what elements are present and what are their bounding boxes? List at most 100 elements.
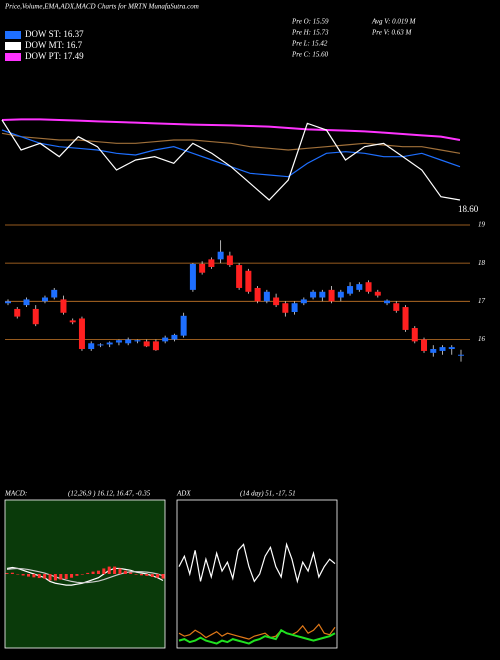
candle-body [347, 286, 354, 294]
series-line [1, 118, 461, 141]
candle-body [106, 342, 113, 345]
histogram-bar [21, 574, 25, 576]
histogram-bar [37, 574, 41, 579]
legend-swatch [5, 42, 21, 50]
info-text: Pre O: 15.59 [291, 18, 329, 26]
histogram-bar [134, 574, 138, 575]
candle-body [365, 282, 372, 292]
histogram-bar [5, 573, 9, 574]
candle-body [384, 300, 391, 304]
histogram-bar [10, 572, 14, 574]
candle-body [199, 263, 206, 273]
y-tick-label: 17 [478, 297, 486, 305]
candle-body [152, 341, 159, 351]
histogram-bar [32, 574, 36, 578]
histogram-bar [80, 574, 84, 575]
histogram-bar [107, 566, 111, 574]
candle-body [14, 308, 21, 317]
legend-swatch [5, 31, 21, 39]
candle-body [162, 337, 169, 342]
legend-swatch [5, 53, 21, 61]
legend-label: DOW PT: 17.49 [25, 51, 84, 61]
candle-body [458, 354, 464, 356]
page-title: Price,Volume,EMA,ADX,MACD Charts for MRT… [4, 3, 199, 11]
panel-subtitle: (14 day) 51, -17, 51 [240, 490, 296, 498]
histogram-bar [129, 572, 133, 574]
histogram-bar [150, 574, 154, 577]
candle-body [310, 291, 317, 298]
series-line [178, 628, 336, 645]
candle-body [189, 263, 196, 290]
y-tick-label: 19 [478, 221, 486, 229]
histogram-bar [75, 574, 79, 576]
candle-body [254, 287, 261, 302]
histogram-bar [86, 572, 90, 574]
histogram-bar [64, 574, 68, 579]
histogram-bar [43, 574, 47, 579]
candle-body [134, 340, 141, 342]
histogram-bar [16, 574, 20, 575]
candle-body [69, 320, 76, 323]
candle-body [273, 297, 280, 306]
panel-subtitle: (12,26,9 ) 16.12, 16.47, -0.35 [68, 490, 151, 498]
candle-body [97, 344, 104, 346]
series-line [1, 132, 461, 154]
histogram-bar [161, 574, 165, 579]
panel-bg [176, 499, 338, 649]
candle-body [402, 307, 409, 330]
candle-body [337, 291, 344, 298]
histogram-bar [70, 574, 74, 578]
candle-body [217, 251, 224, 260]
candle-body [245, 270, 252, 292]
candle-body [208, 259, 215, 267]
histogram-bar [59, 574, 63, 580]
candle-body [125, 339, 132, 344]
candle-body [143, 341, 150, 347]
series-line [1, 119, 461, 201]
candle-body [78, 318, 85, 350]
candle-body [319, 291, 326, 298]
info-text: Pre H: 15.73 [291, 29, 329, 37]
candle-body [263, 291, 270, 302]
candle-body [430, 349, 437, 353]
y-tick-label: 16 [478, 335, 486, 343]
candle-body [356, 284, 363, 290]
histogram-bar [96, 570, 100, 574]
candle-body [5, 301, 11, 304]
candle-body [32, 308, 39, 325]
candle-body [439, 347, 446, 351]
candle-body [41, 297, 48, 302]
histogram-bar [102, 568, 106, 574]
candle-body [236, 265, 243, 288]
histogram-bar [27, 574, 31, 577]
candle-body [180, 315, 187, 336]
candle-body [328, 289, 335, 302]
panel-title: ADX [176, 490, 191, 498]
info-text: Avg V: 0.019 M [371, 18, 417, 26]
info-text: Pre V: 0.63 M [371, 29, 412, 37]
panel-bg [4, 499, 166, 649]
histogram-bar [123, 570, 127, 574]
histogram-bar [53, 574, 57, 581]
candle-body [88, 343, 95, 350]
candle-body [226, 255, 233, 266]
legend-label: DOW ST: 16.37 [25, 29, 84, 39]
series-line [6, 567, 164, 584]
candle-body [393, 303, 400, 311]
candle-body [448, 347, 455, 350]
price-annotation: 18.60 [458, 204, 479, 214]
histogram-bar [139, 574, 143, 576]
candle-body [171, 334, 178, 340]
candle-body [300, 299, 307, 304]
candle-body [60, 299, 67, 313]
y-tick-label: 18 [478, 259, 486, 267]
series-line [178, 542, 336, 584]
histogram-bar [156, 574, 160, 578]
candle-body [115, 340, 122, 343]
series-line [1, 129, 461, 178]
info-text: Pre C: 15.60 [291, 51, 329, 59]
candle-body [374, 291, 381, 296]
candle-body [51, 289, 58, 298]
histogram-bar [113, 566, 117, 574]
